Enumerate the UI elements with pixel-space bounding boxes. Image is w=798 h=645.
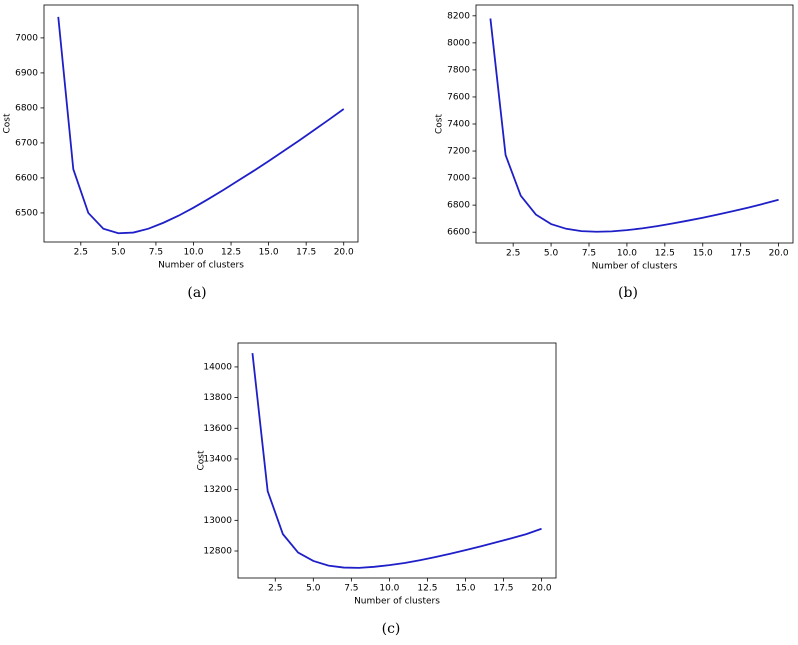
- x-tick-label: 15.0: [455, 584, 475, 594]
- x-tick-label: 15.0: [259, 248, 279, 258]
- x-tick-label: 5.0: [544, 249, 559, 259]
- y-tick-label: 7000: [15, 33, 38, 43]
- y-tick-label: 6500: [15, 208, 38, 218]
- x-tick-label: 7.5: [149, 248, 163, 258]
- x-tick-label: 2.5: [506, 249, 520, 259]
- y-axis-label: Cost: [435, 114, 445, 134]
- y-tick-label: 6600: [447, 228, 470, 238]
- x-tick-label: 5.0: [306, 584, 321, 594]
- y-tick-label: 7000: [447, 174, 470, 184]
- y-tick-label: 6700: [15, 138, 38, 148]
- x-axis-label: Number of clusters: [354, 597, 440, 607]
- caption: (b): [618, 285, 638, 301]
- y-tick-label: 8200: [447, 11, 470, 21]
- y-tick-label: 8000: [447, 38, 470, 48]
- x-tick-label: 17.5: [296, 248, 316, 258]
- y-tick-label: 6900: [15, 68, 38, 78]
- y-tick-label: 13000: [203, 516, 232, 526]
- y-tick-label: 7600: [447, 92, 470, 102]
- y-tick-label: 6600: [15, 173, 38, 183]
- y-tick-label: 6800: [15, 103, 38, 113]
- y-tick-label: 12800: [203, 547, 232, 557]
- y-tick-label: 13800: [203, 393, 232, 403]
- x-tick-label: 10.0: [617, 249, 637, 259]
- y-tick-label: 7200: [447, 147, 470, 157]
- x-axis-label: Number of clusters: [158, 261, 244, 271]
- x-tick-label: 5.0: [111, 248, 126, 258]
- y-tick-label: 13400: [203, 454, 232, 464]
- x-tick-label: 17.5: [731, 249, 751, 259]
- x-tick-label: 12.5: [655, 249, 675, 259]
- y-tick-label: 13200: [203, 485, 232, 495]
- caption: (a): [187, 285, 206, 301]
- x-tick-label: 7.5: [582, 249, 596, 259]
- line-series: [57, 16, 345, 235]
- y-tick-label: 14000: [203, 362, 232, 372]
- x-tick-label: 10.0: [379, 584, 399, 594]
- plot-frame: [237, 342, 557, 579]
- line-series: [251, 353, 542, 569]
- y-tick-label: 13600: [203, 424, 232, 434]
- y-axis-label: Cost: [197, 450, 207, 470]
- x-tick-label: 2.5: [268, 584, 282, 594]
- y-tick-label: 7800: [447, 65, 470, 75]
- x-tick-label: 17.5: [493, 584, 513, 594]
- x-tick-label: 12.5: [221, 248, 241, 258]
- line-series: [489, 18, 779, 233]
- y-tick-label: 7400: [447, 120, 470, 130]
- x-tick-label: 20.0: [769, 249, 789, 259]
- x-tick-label: 20.0: [532, 584, 552, 594]
- caption: (c): [382, 621, 401, 637]
- plot-frame: [43, 4, 359, 243]
- y-axis-label: Cost: [3, 113, 13, 133]
- x-tick-label: 2.5: [74, 248, 88, 258]
- x-tick-label: 20.0: [334, 248, 354, 258]
- x-axis-label: Number of clusters: [592, 262, 678, 272]
- y-tick-label: 6800: [447, 201, 470, 211]
- x-tick-label: 10.0: [183, 248, 203, 258]
- x-tick-label: 7.5: [344, 584, 358, 594]
- x-tick-label: 12.5: [417, 584, 437, 594]
- x-tick-label: 15.0: [693, 249, 713, 259]
